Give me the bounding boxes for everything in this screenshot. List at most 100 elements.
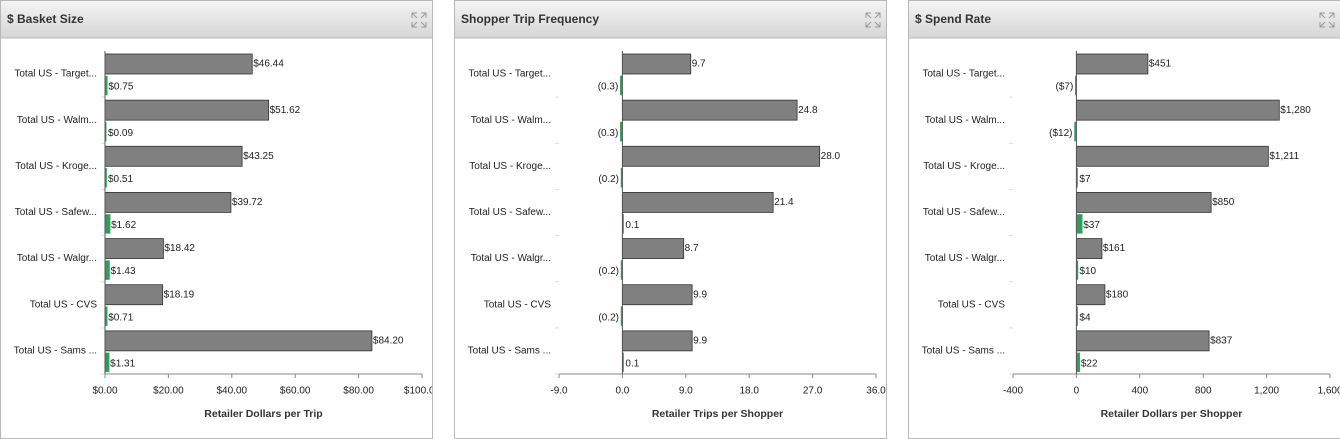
- bar: [621, 145, 821, 167]
- x-tick-label: -9.0: [550, 386, 568, 397]
- bar: [104, 330, 373, 352]
- x-tick-label: -400: [1003, 386, 1023, 397]
- data-label: $22: [1081, 358, 1098, 369]
- y-tick-label: Total US - Walm...: [925, 115, 1005, 126]
- data-label: 9.9: [693, 289, 707, 300]
- chart: $ Spend Rate -400 0 400 800 1,200 1,600 Retaile…: [909, 1, 1340, 420]
- chart: $ Basket Size $0.00 $20.00 $40.00 $60.00 $80.…: [1, 1, 432, 420]
- expand-icon[interactable]: [865, 12, 881, 28]
- y-tick-label: Total US - Kroge...: [15, 161, 97, 172]
- y-tick-label: Total US - CVS: [484, 299, 552, 310]
- data-label: $1.62: [111, 220, 136, 231]
- data-label: $1,211: [1269, 151, 1299, 162]
- x-tick-label: $20.00: [153, 386, 184, 397]
- x-tick-label: 0: [1074, 386, 1080, 397]
- bar: [1075, 53, 1149, 75]
- x-tick-label: 400: [1131, 386, 1148, 397]
- data-label: (0.2): [598, 312, 619, 323]
- x-tick-label: 36.0: [866, 386, 886, 397]
- y-tick-label: Total US - Walm...: [471, 115, 551, 126]
- bar: [104, 99, 270, 121]
- bar: [1075, 145, 1269, 167]
- expand-icon[interactable]: [1319, 12, 1335, 28]
- y-tick-label: Total US - Target...: [14, 69, 97, 80]
- data-label: $837: [1210, 335, 1233, 346]
- data-label: $51.62: [270, 105, 301, 116]
- x-axis-title: Retailer Dollars per Trip: [204, 408, 322, 420]
- expand-icon[interactable]: [411, 12, 427, 28]
- bar: [104, 214, 111, 234]
- x-tick-label: 27.0: [803, 386, 823, 397]
- x-axis-title: Retailer Dollars per Shopper: [1101, 408, 1243, 420]
- y-tick-label: Total US - Walgr...: [925, 253, 1005, 264]
- bar: [621, 192, 774, 213]
- x-tick-label: 0.0: [615, 386, 629, 397]
- bar: [104, 192, 232, 213]
- bar: [104, 53, 253, 75]
- data-label: (0.3): [598, 128, 619, 139]
- data-label: $1,280: [1280, 105, 1311, 116]
- y-tick-label: Total US - Walm...: [17, 115, 97, 126]
- y-tick-label: Total US - CVS: [938, 299, 1006, 310]
- x-tick-label: 18.0: [739, 386, 759, 397]
- bar: [1076, 214, 1083, 234]
- data-label: $180: [1106, 289, 1129, 300]
- y-tick-label: Total US - Walgr...: [17, 253, 97, 264]
- x-tick-label: 1,600: [1317, 386, 1340, 397]
- chart-title: Shopper Trip Frequency: [461, 12, 599, 26]
- x-axis-title: Retailer Trips per Shopper: [652, 408, 783, 420]
- x-tick-label: 9.0: [679, 386, 693, 397]
- bar: [1075, 238, 1103, 259]
- data-label: 0.1: [625, 220, 639, 231]
- x-tick-label: $80.00: [343, 386, 374, 397]
- y-tick-label: Total US - Target...: [922, 69, 1005, 80]
- bar: [104, 352, 110, 373]
- panel-header: [455, 1, 886, 38]
- data-label: ($12): [1049, 128, 1072, 139]
- bar: [621, 284, 693, 306]
- panel: $ Spend Rate -400 0 400 800 1,200 1,600 Retaile…: [908, 0, 1340, 439]
- data-label: (0.2): [598, 266, 619, 277]
- x-tick-label: 1,200: [1254, 386, 1279, 397]
- data-label: $4: [1079, 312, 1091, 323]
- data-label: 8.7: [685, 243, 699, 254]
- panel: $ Basket Size $0.00 $20.00 $40.00 $60.00 $80.…: [0, 0, 433, 439]
- data-label: (0.3): [598, 82, 619, 93]
- bar: [621, 238, 685, 259]
- data-label: $7: [1079, 174, 1091, 185]
- bar: [1076, 352, 1081, 373]
- y-tick-label: Total US - Walgr...: [471, 253, 551, 264]
- y-tick-label: Total US - Kroge...: [923, 161, 1005, 172]
- data-label: $46.44: [253, 59, 284, 70]
- x-tick-label: $60.00: [280, 386, 311, 397]
- x-tick-label: $0.00: [92, 386, 117, 397]
- data-label: $0.51: [108, 174, 133, 185]
- data-label: 0.1: [625, 358, 639, 369]
- panel-header: [1, 1, 432, 38]
- bar: [1075, 284, 1106, 306]
- data-label: $0.71: [108, 312, 133, 323]
- chart-title: $ Basket Size: [7, 12, 84, 26]
- data-label: $1.31: [110, 358, 135, 369]
- y-tick-label: Total US - Target...: [468, 69, 551, 80]
- bar: [104, 284, 164, 306]
- y-tick-label: Total US - Safew...: [469, 207, 551, 218]
- x-tick-label: $40.00: [217, 386, 248, 397]
- data-label: $850: [1212, 197, 1235, 208]
- y-tick-label: Total US - Sams ...: [922, 345, 1005, 356]
- data-label: 9.7: [692, 59, 706, 70]
- data-label: $451: [1149, 59, 1172, 70]
- data-label: 9.9: [693, 335, 707, 346]
- bar: [1075, 192, 1212, 213]
- bar: [104, 260, 110, 280]
- chart-title: $ Spend Rate: [915, 12, 991, 26]
- bar: [104, 145, 243, 167]
- chart: Shopper Trip Frequency -9.0 0.0 9.0 18.0 27.0…: [455, 1, 886, 420]
- y-tick-label: Total US - Sams ...: [14, 345, 97, 356]
- data-label: $37: [1083, 220, 1100, 231]
- data-label: $1.43: [111, 266, 136, 277]
- x-tick-label: $100.00: [404, 386, 432, 397]
- data-label: $39.72: [232, 197, 263, 208]
- y-tick-label: Total US - Sams ...: [468, 345, 551, 356]
